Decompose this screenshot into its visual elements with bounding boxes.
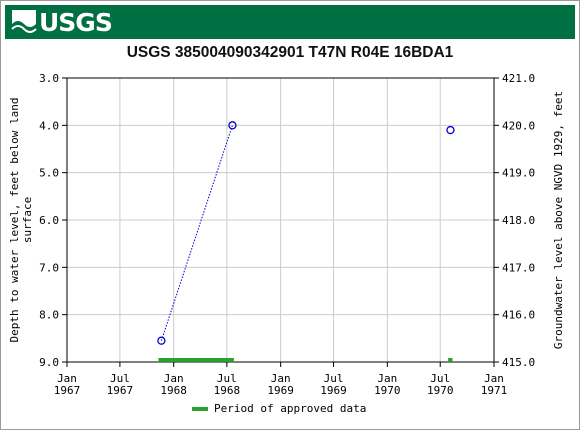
y-tick-label-right: 418.0	[502, 214, 535, 227]
x-tick-label-year: 1970	[427, 384, 454, 397]
y-tick-label-left: 4.0	[39, 119, 59, 132]
x-tick-label-year: 1967	[107, 384, 134, 397]
x-tick-label-year: 1967	[54, 384, 81, 397]
y-tick-label-left: 6.0	[39, 214, 59, 227]
x-tick-label-month: Jan	[484, 372, 504, 385]
y-tick-label-left: 5.0	[39, 167, 59, 180]
usgs-logo-text: USGS	[39, 7, 113, 37]
x-tick-label-year: 1969	[267, 384, 294, 397]
x-tick-label-month: Jul	[324, 372, 344, 385]
grid-lines	[66, 77, 495, 363]
data-series	[157, 121, 455, 345]
x-tick-label-month: Jul	[217, 372, 237, 385]
x-tick-label-month: Jan	[164, 372, 184, 385]
y-tick-label-right: 421.0	[502, 72, 535, 85]
y-tick-label-left: 7.0	[39, 261, 59, 274]
y-axis-label-right: Groundwater level above NGVD 1929, feet	[552, 91, 565, 349]
y-tick-label-right: 420.0	[502, 119, 535, 132]
y-ticks-left: 3.0 4.0 5.0 6.0 7.0 8.0 9.0	[39, 72, 67, 369]
x-tick-label-year: 1968	[214, 384, 241, 397]
y-tick-label-left: 9.0	[39, 356, 59, 369]
y-axis-label-left: Depth to water level, feet below landsur…	[8, 97, 34, 342]
x-tick-label-month: Jan	[271, 372, 291, 385]
legend-approved-swatch	[192, 406, 208, 411]
x-tick-label-month: Jan	[377, 372, 397, 385]
y-tick-label-left: 8.0	[39, 309, 59, 322]
usgs-banner: USGS	[5, 5, 575, 39]
x-tick-label-month: Jul	[430, 372, 450, 385]
usgs-wave-icon	[11, 10, 37, 34]
x-tick-label-month: Jul	[110, 372, 130, 385]
chart-title: USGS 385004090342901 T47N R04E 16BDA1	[126, 44, 454, 61]
x-tick-label-year: 1971	[481, 384, 508, 397]
x-tick-label-year: 1968	[160, 384, 187, 397]
y-tick-label-right: 415.0	[502, 356, 535, 369]
y-tick-label-right: 416.0	[502, 309, 535, 322]
usgs-logo[interactable]: USGS	[11, 7, 113, 37]
y-tick-label-right: 419.0	[502, 167, 535, 180]
series-connector	[160, 125, 233, 341]
y-tick-label-right: 417.0	[502, 261, 535, 274]
data-point	[446, 125, 455, 135]
approved-period-bar	[158, 358, 234, 362]
x-tick-label-year: 1970	[374, 384, 401, 397]
x-tick-label-year: 1969	[320, 384, 347, 397]
y-ticks-right: 421.0 420.0 419.0 418.0 417.0 416.0 415.0	[494, 72, 535, 369]
legend-approved-label: Period of approved data	[214, 402, 367, 415]
approved-period-bar	[448, 358, 453, 362]
data-point	[157, 336, 166, 345]
x-tick-label-month: Jan	[57, 372, 77, 385]
data-point	[228, 121, 237, 130]
y-tick-label-left: 3.0	[39, 72, 59, 85]
approved-periods	[158, 358, 453, 362]
x-ticks: Jan1967Jul1967Jan1968Jul1968Jan1969Jul19…	[54, 362, 508, 397]
legend: Period of approved data	[192, 402, 366, 415]
